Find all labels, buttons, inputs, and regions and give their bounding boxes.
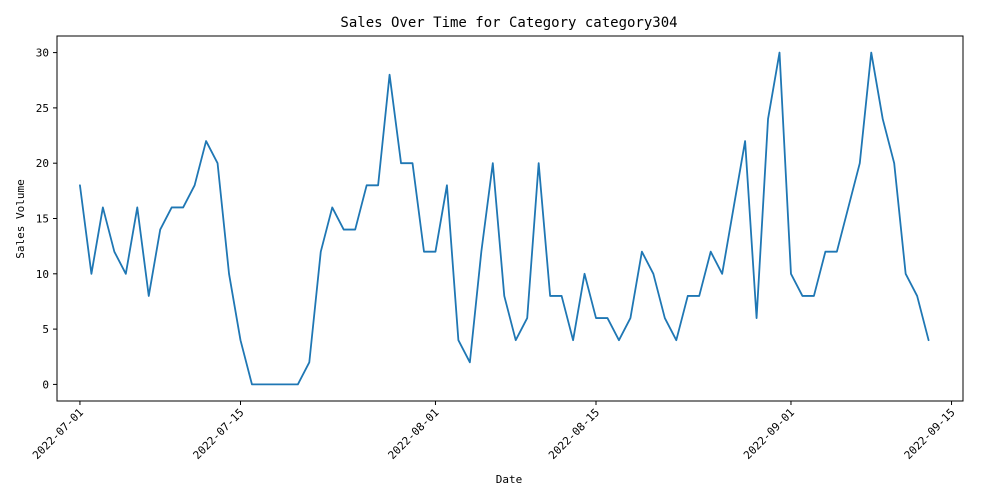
plot-frame xyxy=(56,35,964,402)
series-line xyxy=(79,51,930,386)
y-tick-label: 15 xyxy=(36,213,49,226)
x-tick-label: 2022-08-15 xyxy=(546,406,602,462)
y-axis: 0 5 10 15 20 25 30 xyxy=(36,47,57,391)
y-tick-label: 5 xyxy=(42,323,49,336)
x-tick-label: 2022-09-15 xyxy=(902,406,958,462)
y-axis-label: Sales Volume xyxy=(14,179,27,258)
chart-title: Sales Over Time for Category category304 xyxy=(340,15,677,31)
y-tick-label: 20 xyxy=(36,157,49,170)
x-axis-label: Date xyxy=(496,473,523,486)
y-tick-label: 10 xyxy=(36,268,49,281)
y-tick-label: 30 xyxy=(36,47,49,60)
x-tick-label: 2022-07-15 xyxy=(191,406,247,462)
y-tick-label: 0 xyxy=(42,378,49,391)
x-tick-label: 2022-08-01 xyxy=(386,406,442,462)
y-tick-label: 25 xyxy=(36,102,49,115)
x-tick-label: 2022-09-01 xyxy=(741,406,797,462)
x-tick-label: 2022-07-01 xyxy=(30,406,86,462)
x-axis: 2022-07-01 2022-07-15 2022-08-01 2022-08-15… xyxy=(30,401,958,462)
